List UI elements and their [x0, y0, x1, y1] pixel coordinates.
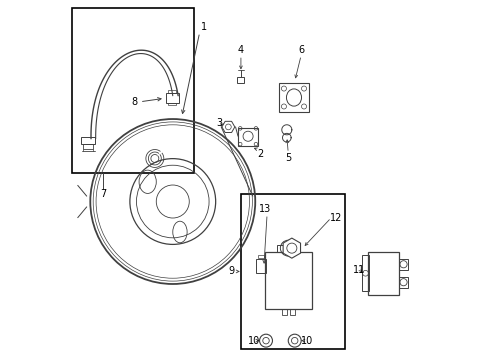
Text: 4: 4 — [237, 45, 244, 55]
Bar — [83, 144, 93, 149]
Bar — [361, 255, 368, 291]
Bar — [398, 259, 407, 270]
Bar — [238, 128, 258, 146]
Bar — [167, 103, 176, 105]
Bar — [255, 259, 265, 273]
Bar — [72, 8, 194, 173]
Text: 7: 7 — [100, 189, 106, 199]
Bar — [165, 93, 178, 103]
Text: 10: 10 — [247, 336, 260, 346]
Text: 2: 2 — [256, 149, 263, 159]
Bar — [264, 252, 311, 309]
Text: 9: 9 — [228, 266, 234, 276]
Bar — [241, 194, 344, 348]
Bar — [237, 77, 244, 83]
Text: 5: 5 — [285, 153, 291, 163]
Bar — [281, 309, 286, 315]
Bar — [398, 277, 407, 288]
Text: 10: 10 — [300, 336, 312, 346]
Bar — [258, 255, 264, 258]
Text: 8: 8 — [131, 97, 137, 107]
Text: 12: 12 — [329, 213, 342, 222]
Text: 11: 11 — [352, 265, 365, 275]
Text: 6: 6 — [298, 45, 305, 55]
Text: 3: 3 — [216, 118, 222, 128]
Bar — [81, 137, 95, 144]
Text: 1: 1 — [201, 22, 207, 32]
Bar — [167, 90, 176, 93]
Text: 13: 13 — [259, 204, 271, 215]
Polygon shape — [222, 121, 234, 132]
Bar — [278, 83, 308, 112]
Bar — [367, 252, 398, 295]
Bar — [277, 244, 298, 252]
Bar — [289, 309, 294, 315]
Polygon shape — [283, 238, 300, 258]
